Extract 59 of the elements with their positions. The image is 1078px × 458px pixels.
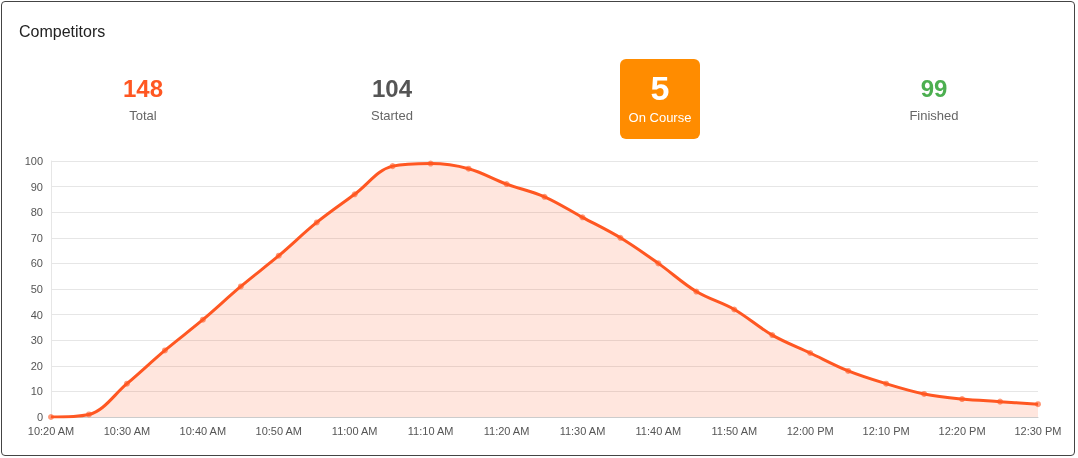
point — [693, 288, 700, 295]
text: On Course — [627, 110, 693, 125]
y-tick-label: 50 — [30, 283, 43, 295]
point — [845, 367, 852, 374]
chart-title: Competitors — [19, 23, 106, 41]
text: 99 — [919, 75, 949, 103]
y-tick-label: 60 — [30, 257, 43, 270]
point — [351, 191, 358, 198]
y-tick-label: 100 — [24, 155, 43, 167]
x-tick-label: 10:40 AM — [179, 424, 227, 437]
point — [997, 398, 1004, 405]
x-tick-label: 12:00 PM — [786, 424, 834, 437]
x-tick-label: 12:10 PM — [862, 424, 910, 437]
point — [199, 316, 206, 323]
x-tick-label: 11:30 AM — [559, 424, 606, 437]
text: Started — [370, 108, 414, 123]
point — [237, 283, 244, 290]
x-tick-label: 10:30 AM — [103, 424, 151, 437]
text: 5 — [649, 69, 671, 108]
point — [1035, 401, 1041, 408]
text: Total — [128, 108, 158, 123]
x-tick-label: 11:50 AM — [711, 424, 758, 437]
y-tick-label: 10 — [30, 385, 43, 398]
point — [48, 414, 54, 420]
point — [503, 181, 510, 188]
point — [275, 252, 282, 259]
point — [655, 260, 662, 267]
y-tick-label: 80 — [30, 206, 43, 219]
x-tick-label: 12:20 PM — [938, 424, 986, 437]
point — [617, 234, 624, 241]
x-tick-label: 10:20 AM — [27, 424, 75, 437]
point — [465, 165, 472, 172]
point — [959, 396, 966, 403]
y-tick-label: 20 — [30, 359, 43, 372]
point — [921, 390, 928, 397]
point — [769, 332, 776, 339]
point — [123, 380, 130, 387]
point — [579, 214, 586, 221]
point — [389, 163, 396, 170]
x-tick-label: 11:10 AM — [407, 424, 454, 437]
y-tick-label: 70 — [30, 231, 43, 244]
x-tick-label: 11:40 AM — [635, 424, 682, 437]
y-tick-label: 40 — [30, 308, 43, 321]
x-tick-label: 11:00 AM — [331, 424, 378, 437]
point — [85, 411, 92, 418]
y-tick-label: 30 — [30, 334, 43, 347]
y-tick-label: 0 — [36, 411, 43, 423]
x-tick-label: 11:20 AM — [483, 424, 530, 437]
point — [883, 380, 890, 387]
point — [807, 350, 814, 356]
x-tick-label: 12:30 PM — [1014, 424, 1062, 437]
point — [427, 160, 434, 167]
text: 104 — [370, 75, 413, 103]
y-tick-label: 90 — [30, 180, 43, 193]
x-tick-label: 10:50 AM — [255, 424, 303, 437]
point — [161, 347, 168, 354]
point — [541, 193, 548, 200]
text: Finished — [908, 108, 960, 123]
text: 148 — [121, 75, 164, 103]
